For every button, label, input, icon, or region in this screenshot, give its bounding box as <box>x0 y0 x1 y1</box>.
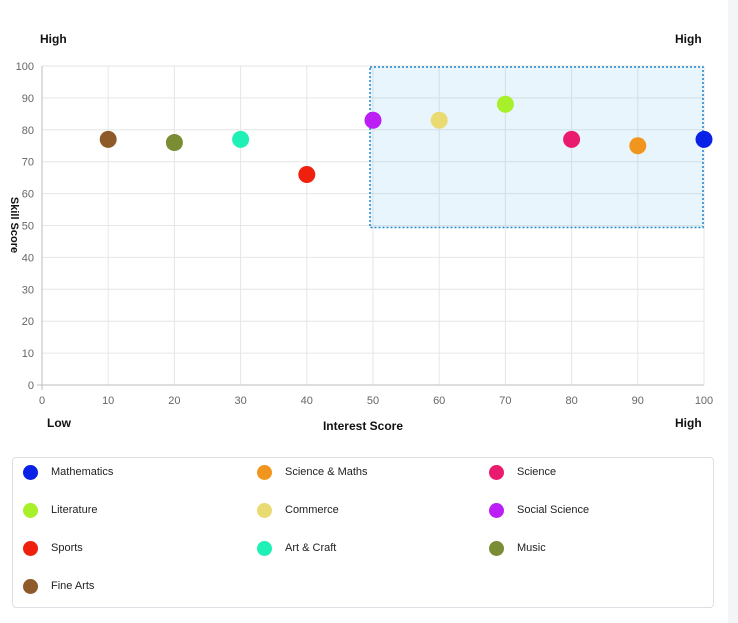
x-tick-label: 70 <box>499 395 511 407</box>
y-axis-title: Skill Score <box>8 197 20 253</box>
legend-item[interactable]: Science & Maths <box>257 463 368 481</box>
legend-swatch <box>489 540 504 556</box>
x-tick-label: 100 <box>695 395 713 407</box>
x-tick-label: 40 <box>301 395 313 407</box>
legend-label: Fine Arts <box>51 580 95 592</box>
data-point <box>298 165 316 183</box>
scatter-chart: 0 10 20 30 40 50 60 70 80 90 100 0 10 20 30 40 50 60 70 80 9… <box>8 61 713 433</box>
legend-label: Science <box>517 466 557 478</box>
data-point <box>364 111 382 129</box>
y-tick-label: 50 <box>22 221 34 233</box>
x-tick-label: 20 <box>168 395 180 407</box>
x-axis-title: Interest Score <box>323 419 403 433</box>
legend-item[interactable]: Sports <box>23 539 83 557</box>
data-point <box>99 130 117 148</box>
legend-swatch <box>257 502 272 518</box>
legend-swatch <box>23 502 38 518</box>
y-tick-label: 80 <box>22 125 34 137</box>
y-tick-label: 0 <box>28 380 34 392</box>
legend-item[interactable]: Mathematics <box>23 463 113 481</box>
legend-swatch <box>257 464 272 480</box>
legend-item[interactable]: Science <box>489 463 556 481</box>
legend-item[interactable]: Commerce <box>257 501 339 519</box>
legend-label: Science & Maths <box>285 466 368 478</box>
legend-swatch <box>23 540 38 556</box>
legend-swatch <box>257 540 272 556</box>
data-point <box>232 130 250 148</box>
y-tick-label: 20 <box>22 316 34 328</box>
data-point <box>629 137 647 155</box>
y-tick-label: 10 <box>22 348 34 360</box>
chart-legend: Mathematics Science & Maths Science Literat… <box>12 457 714 608</box>
legend-swatch <box>489 464 504 480</box>
data-point <box>695 130 713 148</box>
legend-label: Social Science <box>517 504 590 516</box>
y-tick-label: 70 <box>22 157 34 169</box>
legend-label: Art & Craft <box>285 542 337 554</box>
y-tick-label: 100 <box>16 61 34 73</box>
corner-label-bottom-right: High <box>675 416 702 430</box>
x-tick-label: 80 <box>565 395 577 407</box>
data-point <box>563 130 581 148</box>
corner-label-top-left: High <box>40 32 67 46</box>
y-tick-label: 40 <box>22 252 34 264</box>
legend-item[interactable]: Social Science <box>489 501 589 519</box>
data-point <box>496 95 514 113</box>
y-tick-label: 90 <box>22 93 34 105</box>
legend-label: Commerce <box>285 504 339 516</box>
legend-label: Music <box>517 542 546 554</box>
y-tick-label: 60 <box>22 189 34 201</box>
x-tick-label: 0 <box>39 395 45 407</box>
legend-item[interactable]: Fine Arts <box>23 577 94 595</box>
legend-item[interactable]: Literature <box>23 501 97 519</box>
data-point <box>165 134 183 152</box>
legend-label: Literature <box>51 504 98 516</box>
legend-item[interactable]: Music <box>489 539 546 557</box>
y-tick-label: 30 <box>22 284 34 296</box>
legend-swatch <box>489 502 504 518</box>
corner-label-top-right: High <box>675 32 702 46</box>
legend-label: Mathematics <box>51 466 114 478</box>
legend-swatch <box>23 578 38 594</box>
x-tick-label: 60 <box>433 395 445 407</box>
legend-label: Sports <box>51 542 83 554</box>
legend-swatch <box>23 464 38 480</box>
x-tick-label: 10 <box>102 395 114 407</box>
corner-label-bottom-left: Low <box>47 416 71 430</box>
x-tick-label: 30 <box>234 395 246 407</box>
legend-item[interactable]: Art & Craft <box>257 539 336 557</box>
x-tick-label: 90 <box>632 395 644 407</box>
data-point <box>430 111 448 129</box>
x-tick-label: 50 <box>367 395 379 407</box>
highlight-region <box>369 66 704 229</box>
